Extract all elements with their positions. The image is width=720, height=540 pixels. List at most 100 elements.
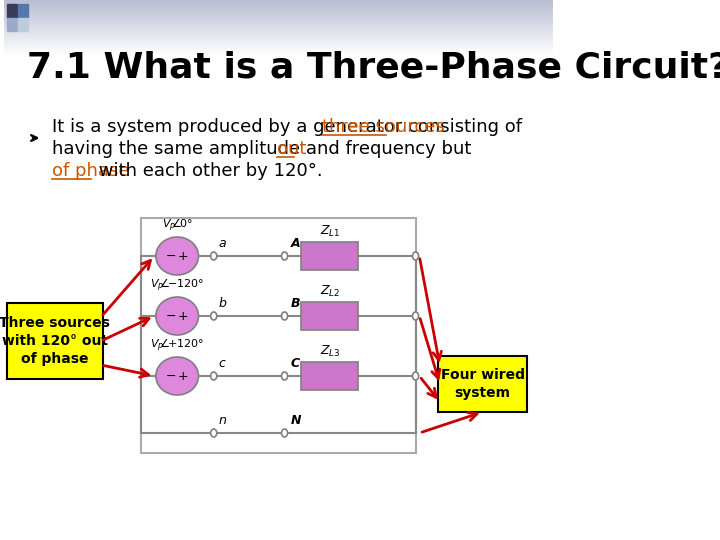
Bar [4,8,553,9]
Bar [141,218,415,453]
Text: −: − [166,369,176,382]
Text: b: b [218,297,226,310]
Bar [4,36,553,37]
Bar [4,34,553,35]
Bar [4,29,553,30]
Bar [4,44,553,45]
Bar [4,6,553,7]
Text: +: + [178,309,189,322]
Circle shape [211,429,217,437]
Bar [4,27,553,28]
Bar [4,12,553,13]
Bar [4,5,553,6]
Bar [4,25,553,26]
Bar [18,18,28,31]
Text: $V_p\!\!\angle\!0°$: $V_p\!\!\angle\!0°$ [162,217,193,234]
Text: C: C [291,357,300,370]
Bar [4,47,553,48]
Text: Four wired
system: Four wired system [441,368,525,400]
Text: a: a [218,237,226,250]
Circle shape [211,372,217,380]
Bar [4,19,553,20]
Text: three sources: three sources [322,118,445,136]
Bar [4,40,553,41]
Bar [4,31,553,32]
Circle shape [413,372,418,380]
Bar [4,1,553,2]
Text: $Z_{L1}$: $Z_{L1}$ [320,224,340,239]
Bar [4,15,553,16]
FancyBboxPatch shape [6,303,102,379]
Text: +: + [178,369,189,382]
Circle shape [211,312,217,320]
Bar [4,0,553,1]
Bar [4,20,553,21]
Text: $V_p\!\!\angle\!{-120°}$: $V_p\!\!\angle\!{-120°}$ [150,276,204,294]
Bar [4,53,553,54]
FancyBboxPatch shape [438,356,527,412]
Bar [301,242,359,270]
Text: It is a system produced by a generator consisting of: It is a system produced by a generator c… [52,118,527,136]
Bar [4,18,553,19]
Text: N: N [291,414,301,427]
Circle shape [211,252,217,260]
Text: $V_p\!\!\angle\!{+120°}$: $V_p\!\!\angle\!{+120°}$ [150,336,204,354]
Bar [4,50,553,51]
Bar [4,39,553,40]
Bar [4,30,553,31]
Bar [4,13,553,14]
Bar [4,7,553,8]
Bar [4,43,553,44]
Bar [4,3,553,4]
Bar [4,14,553,15]
Bar [4,10,553,11]
Bar [4,49,553,50]
Text: −: − [166,249,176,262]
Text: out: out [277,140,306,158]
Text: having the same amplitude and frequency but: having the same amplitude and frequency … [52,140,477,158]
Circle shape [413,312,418,320]
Text: 7.1 What is a Three-Phase Circuit?: 7.1 What is a Three-Phase Circuit? [27,50,720,84]
Text: A: A [291,237,300,250]
Bar [4,26,553,27]
Bar [4,32,553,33]
Circle shape [282,429,287,437]
Bar [4,23,553,24]
Bar [301,302,359,330]
Bar [4,4,553,5]
Text: $Z_{L3}$: $Z_{L3}$ [320,344,340,359]
Text: Three sources
with 120° out
of phase: Three sources with 120° out of phase [0,315,110,367]
Text: −: − [166,309,176,322]
Ellipse shape [156,357,199,395]
Text: n: n [218,414,226,427]
Bar [7,4,17,17]
Bar [4,48,553,49]
Bar [4,52,553,53]
Circle shape [282,312,287,320]
Bar [4,16,553,17]
Ellipse shape [156,297,199,335]
Bar [4,54,553,55]
Bar [4,21,553,22]
Bar [4,37,553,38]
Bar [4,2,553,3]
Bar [4,46,553,47]
Circle shape [413,252,418,260]
Bar [4,35,553,36]
Text: $Z_{L2}$: $Z_{L2}$ [320,284,340,299]
Text: c: c [218,357,225,370]
Text: +: + [178,249,189,262]
Ellipse shape [156,237,199,275]
Bar [4,28,553,29]
Bar [4,38,553,39]
Bar [4,9,553,10]
Bar [4,22,553,23]
Bar [4,24,553,25]
Circle shape [282,372,287,380]
Bar [4,11,553,12]
Bar [4,45,553,46]
Bar [4,33,553,34]
Bar [4,42,553,43]
Text: B: B [291,297,300,310]
Bar [7,18,17,31]
